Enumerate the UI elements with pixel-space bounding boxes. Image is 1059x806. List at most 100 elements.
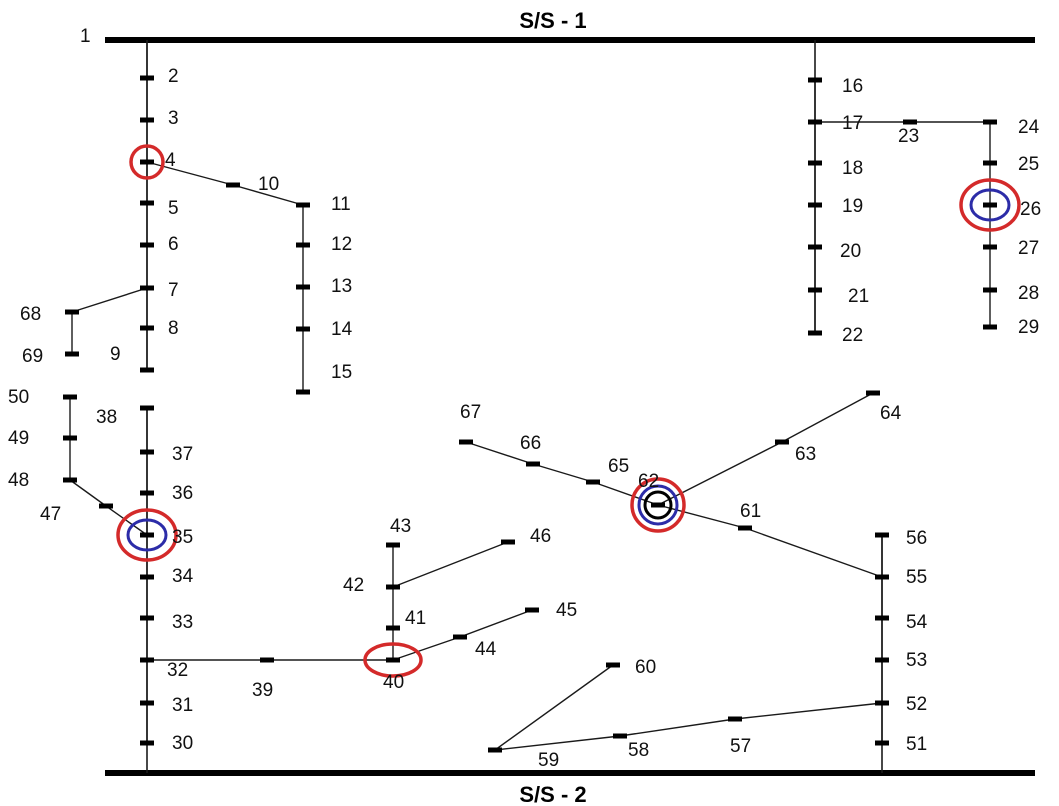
bus-69 <box>65 351 79 357</box>
bus-label-17: 17 <box>842 113 863 134</box>
branch-57-58 <box>619 718 736 737</box>
bus-label-57: 57 <box>730 736 751 757</box>
branch-62-63 <box>657 441 783 506</box>
branch-35-47 <box>105 505 148 536</box>
bus-label-47: 47 <box>40 504 61 525</box>
bus-label-38: 38 <box>96 407 117 428</box>
bus-26-red-ring <box>959 178 1021 232</box>
bus-6 <box>140 242 154 248</box>
bus-43 <box>386 542 400 548</box>
bus-label-25: 25 <box>1018 154 1039 175</box>
bus-35-blue-ring <box>126 518 168 552</box>
branch-44-45 <box>459 609 533 638</box>
bus-label-33: 33 <box>172 612 193 633</box>
branch-7-68 <box>71 287 148 313</box>
bus-10 <box>226 182 240 188</box>
bus-label-67: 67 <box>460 402 481 423</box>
bus-4-red-ring <box>129 144 165 180</box>
bus-label-44: 44 <box>475 639 497 660</box>
bus-37 <box>140 449 154 455</box>
branch-62-61 <box>657 504 746 529</box>
bus-label-43: 43 <box>390 516 411 537</box>
bus-12 <box>296 242 310 248</box>
bus-18 <box>808 160 822 166</box>
bus-51 <box>875 740 889 746</box>
bus-label-26: 26 <box>1020 199 1041 220</box>
bus-30 <box>140 740 154 746</box>
bus-label-22: 22 <box>842 325 863 346</box>
bus-35 <box>140 532 154 538</box>
bus-label-8: 8 <box>168 318 179 339</box>
bus-label-68: 68 <box>20 304 41 325</box>
bus-52 <box>875 700 889 706</box>
bus-13 <box>296 284 310 290</box>
bus-20 <box>808 244 822 250</box>
branch-47-48 <box>69 479 107 507</box>
bus-label-29: 29 <box>1018 317 1039 338</box>
bus-label-51: 51 <box>906 734 927 755</box>
bus-67 <box>459 439 473 445</box>
bus-label-31: 31 <box>172 695 193 716</box>
bus-label-10: 10 <box>258 174 279 195</box>
bus-50 <box>63 394 77 400</box>
bus-label-11: 11 <box>331 194 351 215</box>
bus-label-6: 6 <box>168 234 179 255</box>
bus-label-41: 41 <box>405 608 426 629</box>
bus-8 <box>140 325 154 331</box>
bus-label-50: 50 <box>8 387 29 408</box>
bus-60 <box>606 662 620 668</box>
bus-25 <box>983 160 997 166</box>
bus-27 <box>983 244 997 250</box>
bus-61 <box>738 525 752 531</box>
bus-34 <box>140 574 154 580</box>
bus-label-52: 52 <box>906 694 927 715</box>
bus-16 <box>808 77 822 83</box>
bus-39 <box>260 657 274 663</box>
bus-42 <box>386 584 400 590</box>
bus-26-blue-ring <box>969 188 1011 222</box>
bus-label-63: 63 <box>795 444 816 465</box>
bus-label-16: 16 <box>842 76 863 97</box>
bus-label-49: 49 <box>8 428 29 449</box>
bus-label-4: 4 <box>165 150 176 171</box>
bus-label-1: 1 <box>80 26 91 47</box>
bus-label-65: 65 <box>608 456 629 477</box>
bus-14 <box>296 326 310 332</box>
bus-label-54: 54 <box>906 612 928 633</box>
bus-label-61: 61 <box>740 501 761 522</box>
bus-label-14: 14 <box>331 319 353 340</box>
branch-61-55 <box>744 527 883 578</box>
bus-label-2: 2 <box>168 66 179 87</box>
bus-58 <box>613 733 627 739</box>
bus-label-13: 13 <box>331 276 352 297</box>
bus-65 <box>586 479 600 485</box>
branch-67-66 <box>465 441 534 465</box>
branch-52-57 <box>734 702 883 720</box>
bus-26 <box>983 202 997 208</box>
branch-63-64 <box>781 392 874 443</box>
bus-label-55: 55 <box>906 567 927 588</box>
bus-label-46: 46 <box>530 526 551 547</box>
bus-21 <box>808 287 822 293</box>
branch-58-59 <box>494 735 621 751</box>
bus-29 <box>983 324 997 330</box>
bus-label-36: 36 <box>172 483 193 504</box>
bus-44 <box>453 634 467 640</box>
bus-label-19: 19 <box>842 196 863 217</box>
bus-64 <box>866 390 880 396</box>
branch-40-44 <box>392 636 461 661</box>
bus-49 <box>63 435 77 441</box>
bus-label-58: 58 <box>628 740 649 761</box>
bus-label-7: 7 <box>168 280 179 301</box>
bus-label-28: 28 <box>1018 283 1039 304</box>
bus-9 <box>140 367 154 373</box>
bus-label-5: 5 <box>168 198 179 219</box>
bus-66 <box>526 461 540 467</box>
branch-65-62 <box>592 481 659 506</box>
branch-10-11 <box>232 184 304 206</box>
bus-label-21: 21 <box>848 286 869 307</box>
bus-label-35: 35 <box>172 527 193 548</box>
bus-label-20: 20 <box>840 241 861 262</box>
